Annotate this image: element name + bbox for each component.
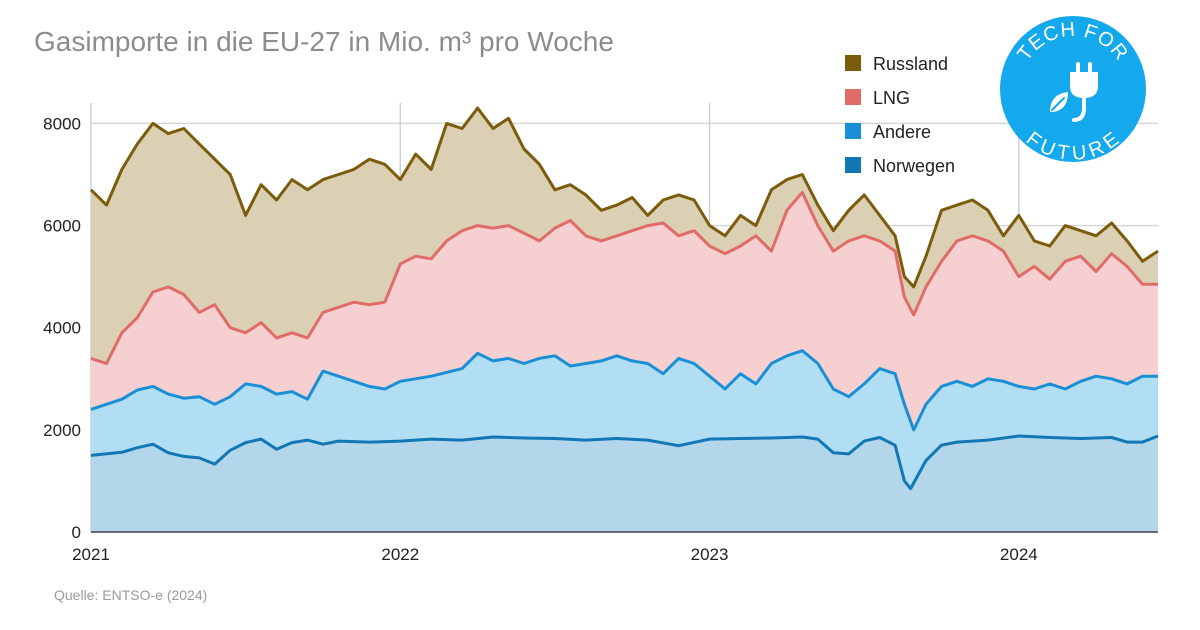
chart-title: Gasimporte in die EU-27 in Mio. m³ pro W… (34, 26, 614, 57)
line-norwegen (90, 434, 1159, 491)
legend: Russland LNG Andere Norwegen (845, 54, 955, 176)
source-note: Quelle: ENTSO-e (2024) (54, 587, 208, 603)
line-russland (89, 106, 1159, 289)
legend-label: Andere (873, 122, 931, 142)
legend-label: Russland (873, 54, 948, 74)
legend-label: LNG (873, 88, 910, 108)
x-tick-label: 2024 (1000, 545, 1038, 564)
line-layer (89, 106, 1159, 491)
legend-swatch (845, 55, 861, 71)
y-tick-label: 6000 (43, 217, 81, 236)
y-tick-label: 2000 (43, 421, 81, 440)
area-norwegen (91, 436, 1158, 532)
plug-leaf-icon (1050, 62, 1098, 122)
legend-label: Norwegen (873, 156, 955, 176)
y-tick-label: 0 (72, 523, 81, 542)
y-tick-label: 4000 (43, 319, 81, 338)
axis-layer: 0 2000 4000 6000 8000 2021 2022 2023 2024 (43, 114, 1158, 564)
line-lng (90, 190, 1158, 365)
x-tick-label: 2023 (691, 545, 729, 564)
legend-swatch (845, 89, 861, 105)
x-tick-label: 2022 (381, 545, 419, 564)
line-andere (90, 349, 1158, 432)
area-layer (91, 108, 1158, 532)
legend-swatch (845, 123, 861, 139)
legend-swatch (845, 157, 861, 173)
y-tick-label: 8000 (43, 114, 81, 133)
x-tick-label: 2021 (72, 545, 110, 564)
tech-for-future-logo: TECH FOR FUTURE (1000, 16, 1146, 162)
